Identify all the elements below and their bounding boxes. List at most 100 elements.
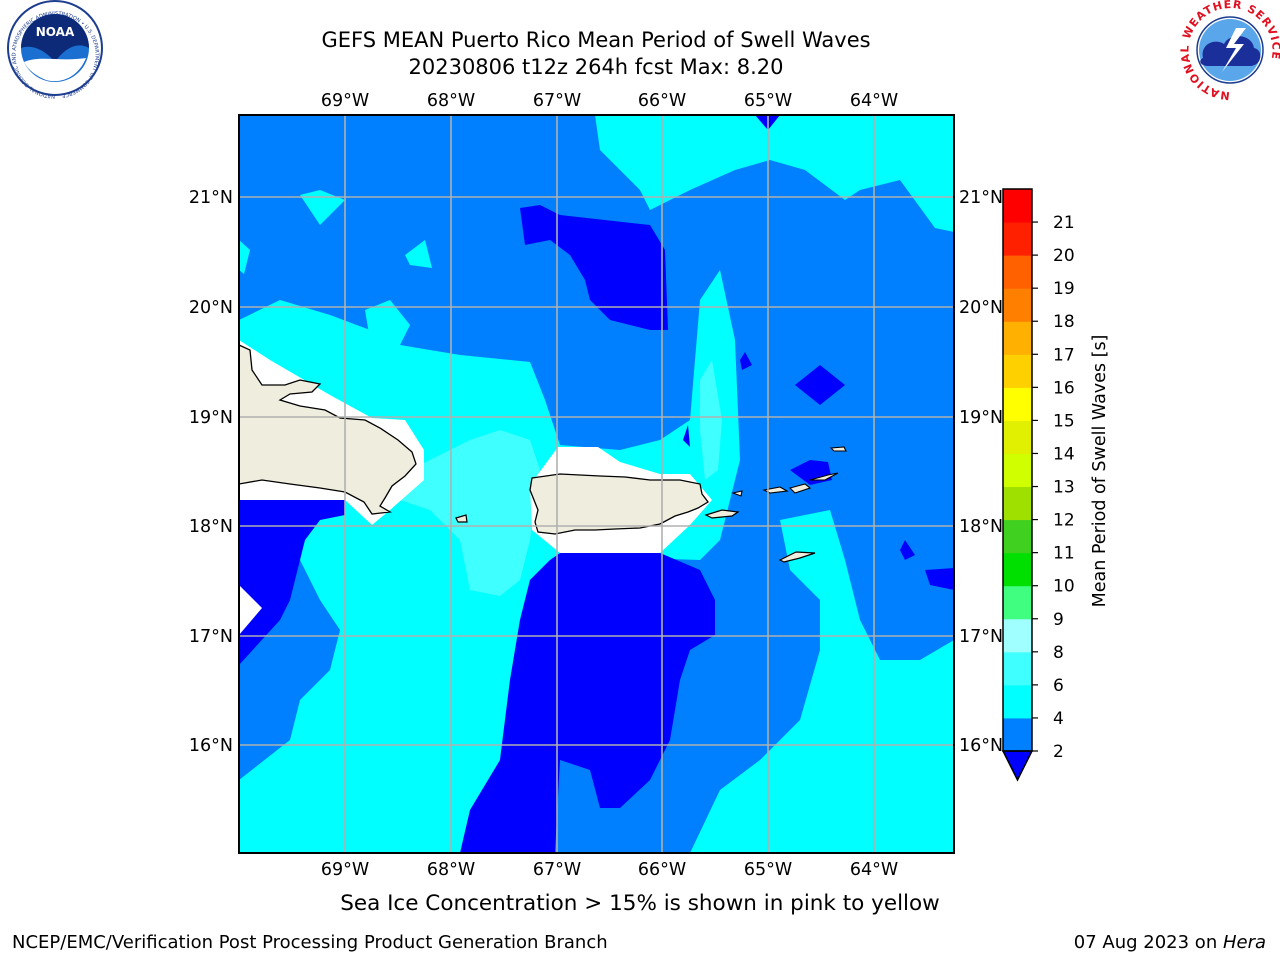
footer-date-text: 07 Aug 2023 on [1073,932,1223,953]
colorbar-tick-label: 18 [1053,312,1075,332]
lat-label: 19°N [959,408,1003,428]
colorbar-tick-label: 16 [1053,378,1075,398]
band-4-6-area [690,510,954,853]
lon-labels-bottom: 69°W 68°W 67°W 66°W 65°W 64°W [321,860,898,880]
colorbar-swatch [1003,189,1032,223]
colorbar-swatch [1003,552,1032,587]
lon-label: 65°W [744,860,792,880]
colorbar-swatch [1003,222,1032,256]
lat-label: 17°N [189,627,233,647]
map-frame [238,114,955,854]
colorbar-tick-label: 2 [1053,742,1064,762]
colorbar-tick-label: 12 [1053,511,1075,531]
colorbar: 2 4 6 8 9 10 11 12 13 14 15 16 17 18 19 20 21 [1001,188,1075,782]
footer-date: 07 Aug 2023 on Hera [1074,932,1266,953]
colorbar-tick-label: 11 [1053,544,1075,564]
st-croix-island [778,551,816,563]
lat-label: 21°N [959,188,1003,208]
colorbar-swatch [1003,453,1032,488]
lat-label: 21°N [189,188,233,208]
lon-label: 67°W [533,860,581,880]
lon-label: 65°W [744,91,792,111]
colorbar-swatch [1003,255,1032,289]
lat-label: 19°N [189,408,233,428]
colorbar-tick-label: 8 [1053,643,1064,663]
masked-area [239,585,262,635]
colorbar-label: Mean Period of Swell Waves [s] [1090,335,1110,608]
lat-label: 18°N [189,517,233,537]
below-2-area [239,500,345,665]
lon-label: 66°W [638,91,686,111]
band-4-6-area [920,120,940,150]
band-4-6-area [365,300,410,352]
colorbar-swatch [1003,288,1032,322]
below-2-area [925,568,954,590]
lat-labels-left: 21°N 20°N 19°N 18°N 17°N 16°N [189,188,233,756]
colorbar-tick-label: 10 [1053,577,1075,597]
colorbar-tick-label: 13 [1053,478,1075,498]
map-title: GEFS MEAN Puerto Rico Mean Period of Swe… [321,28,871,52]
sea-ice-note: Sea Ice Concentration > 15% is shown in … [340,891,940,916]
colorbar-tick-label: 6 [1053,676,1064,696]
colorbar-swatch [1003,618,1032,653]
lon-label: 69°W [321,91,369,111]
colorbar-swatch [1003,651,1032,686]
band-6-8-area [700,360,722,480]
puerto-rico-land [529,473,709,535]
colorbar-swatch [1003,420,1032,454]
colorbar-tick-label: 20 [1053,246,1075,266]
below-2-area [900,540,915,560]
below-2-area [795,365,845,405]
noaa-logo: NOAA NATIONAL OCEANIC AND ATMOSPHERIC AD… [7,0,103,99]
colorbar-swatch [1003,717,1032,752]
footer-credit: NCEP/EMC/Verification Post Processing Pr… [12,932,608,953]
below-2-area [683,425,690,447]
lon-label: 64°W [850,91,898,111]
colorbar-swatch [1003,684,1032,719]
lat-label: 18°N [959,517,1003,537]
mona-island [455,514,468,523]
colorbar-swatch [1003,354,1032,388]
colorbar-frame [1002,188,1033,752]
colorbar-tick-label: 21 [1053,213,1075,233]
graticule [239,115,954,853]
anegada-island [829,446,847,452]
colorbar-tick-label: 17 [1053,345,1075,365]
colorbar-tick-label: 15 [1053,411,1075,431]
band-4-6-area [239,240,250,274]
lat-label: 16°N [189,736,233,756]
lat-label: 17°N [959,627,1003,647]
footer-host: Hera [1222,932,1266,953]
colorbar-tick-label: 9 [1053,610,1064,630]
lon-label: 68°W [427,91,475,111]
nws-logo: NATIONAL WEATHER SERVICE [1178,0,1280,102]
culebra-island [731,490,743,497]
colorbar-tick-label: 4 [1053,709,1064,729]
colorbar-swatch [1003,486,1032,521]
colorbar-swatch [1003,321,1032,355]
band-4-6-area [595,115,954,232]
below-2-area [460,553,715,853]
colorbar-swatch [1003,519,1032,554]
band-6-8-area [400,430,540,596]
colorbar-tick-label: 19 [1053,279,1075,299]
vieques-island [704,509,740,519]
band-4-6-area [405,240,432,268]
colorbar-tick-label: 14 [1053,444,1075,464]
below-2-area [740,352,752,370]
band-4-6-area [300,190,345,225]
lon-label: 64°W [850,860,898,880]
colorbar-extend-triangle [1001,750,1034,782]
lat-label: 16°N [959,736,1003,756]
noaa-logo-text: NOAA [36,25,75,39]
lon-labels-top: 69°W 68°W 67°W 66°W 65°W 64°W [321,91,898,111]
swell-period-field [239,115,954,853]
colorbar-swatch [1003,387,1032,421]
lat-labels-right: 21°N 20°N 19°N 18°N 17°N 16°N [959,188,1003,756]
lon-label: 67°W [533,91,581,111]
lat-label: 20°N [959,298,1003,318]
lon-label: 69°W [321,860,369,880]
lon-label: 68°W [427,860,475,880]
lat-label: 20°N [189,298,233,318]
colorbar-swatch [1003,585,1032,620]
